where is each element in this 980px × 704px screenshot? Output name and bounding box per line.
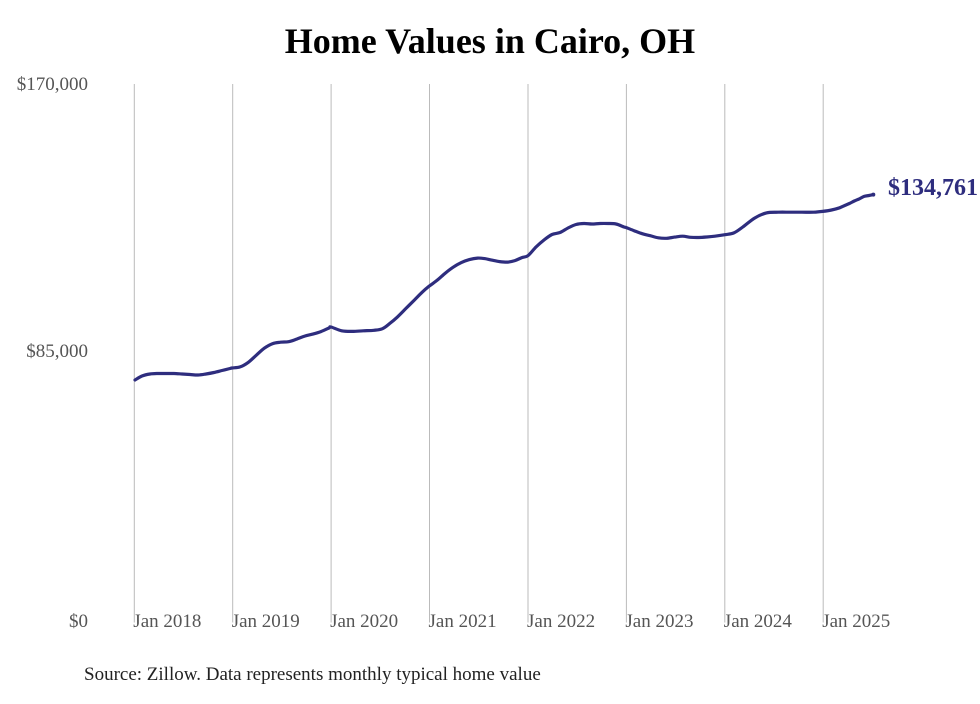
svg-text:$0: $0 xyxy=(69,611,88,632)
svg-text:Jan 2018: Jan 2018 xyxy=(133,611,201,632)
svg-text:$85,000: $85,000 xyxy=(26,341,88,362)
svg-text:Jan 2022: Jan 2022 xyxy=(527,611,595,632)
svg-text:$170,000: $170,000 xyxy=(17,74,88,95)
svg-text:Jan 2021: Jan 2021 xyxy=(429,611,497,632)
svg-text:Jan 2023: Jan 2023 xyxy=(625,611,693,632)
svg-text:Jan 2024: Jan 2024 xyxy=(724,611,793,632)
svg-text:Jan 2025: Jan 2025 xyxy=(822,611,890,632)
svg-text:$134,761: $134,761 xyxy=(888,175,978,201)
svg-text:Jan 2020: Jan 2020 xyxy=(330,611,398,632)
svg-text:Jan 2019: Jan 2019 xyxy=(232,611,300,632)
